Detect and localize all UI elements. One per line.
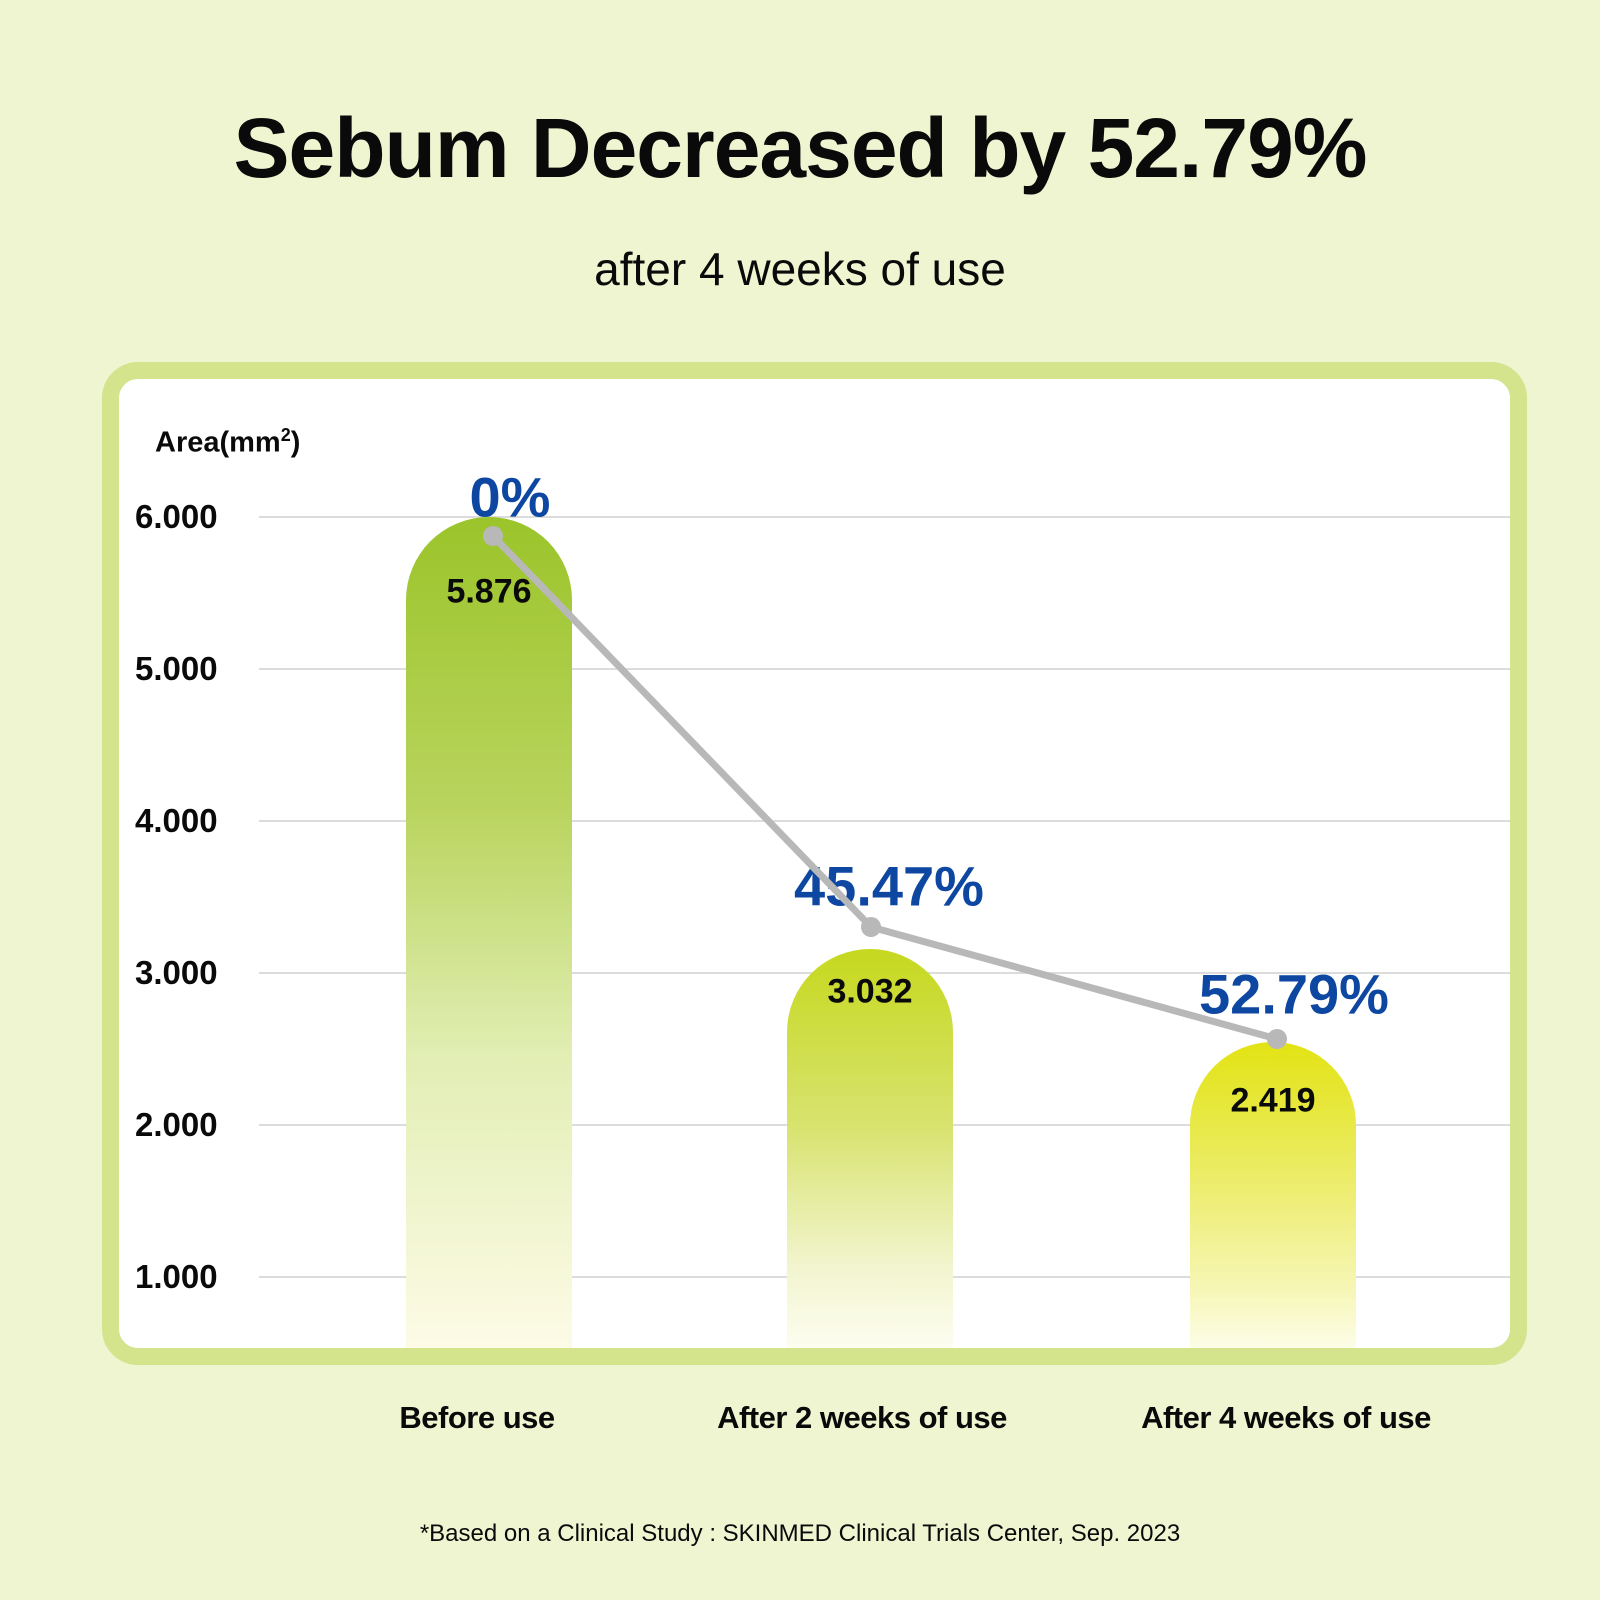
chart-panel: Area(mm2) 6.000 5.000 4.000 3.000 2.000 … bbox=[102, 362, 1527, 1365]
percent-change-label: 0% bbox=[469, 465, 551, 529]
trend-point bbox=[1267, 1029, 1287, 1049]
y-tick: 1.000 bbox=[135, 1258, 218, 1295]
footnote: *Based on a Clinical Study : SKINMED Cli… bbox=[419, 1520, 1181, 1547]
bar-before-use bbox=[406, 517, 572, 1348]
bar-after-2-weeks bbox=[787, 949, 953, 1348]
bar-value-label: 5.876 bbox=[446, 572, 532, 611]
gridline-6000 bbox=[259, 516, 1510, 518]
x-axis-label: Before use bbox=[399, 1400, 555, 1435]
bar-value-label: 3.032 bbox=[827, 972, 913, 1011]
chart-subtitle: after 4 weeks of use bbox=[594, 243, 1006, 295]
trend-line bbox=[483, 526, 1287, 1049]
y-axis-label: Area(mm2) bbox=[155, 425, 301, 459]
percent-change-label: 45.47% bbox=[794, 854, 984, 918]
x-axis-label: After 4 weeks of use bbox=[1141, 1400, 1431, 1435]
trend-point bbox=[483, 526, 503, 546]
x-axis-label: After 2 weeks of use bbox=[717, 1400, 1007, 1435]
percent-change-label: 52.79% bbox=[1199, 962, 1389, 1026]
y-tick: 6.000 bbox=[135, 498, 218, 535]
gridline-4000 bbox=[259, 820, 1510, 822]
y-tick: 2.000 bbox=[135, 1106, 218, 1143]
y-tick: 3.000 bbox=[135, 954, 218, 991]
bar-value-label: 2.419 bbox=[1230, 1081, 1316, 1120]
chart-title: Sebum Decreased by 52.79% bbox=[233, 101, 1368, 195]
y-tick: 4.000 bbox=[135, 802, 218, 839]
bar-after-4-weeks bbox=[1190, 1042, 1356, 1348]
gridline-5000 bbox=[259, 668, 1510, 670]
y-tick: 5.000 bbox=[135, 650, 218, 687]
trend-point bbox=[861, 917, 881, 937]
